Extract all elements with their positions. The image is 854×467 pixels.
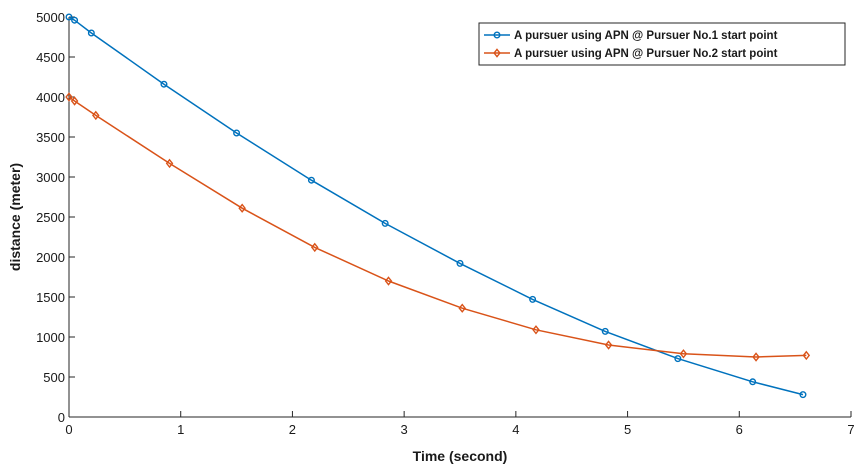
y-tick-label: 4000	[36, 90, 65, 105]
series-1-point	[799, 391, 807, 399]
x-tick-label: 7	[847, 422, 854, 437]
y-tick-label: 1500	[36, 290, 65, 305]
legend: A pursuer using APN @ Pursuer No.1 start…	[478, 22, 846, 66]
y-tick-label: 3000	[36, 170, 65, 185]
series-1-point	[233, 129, 241, 137]
series-1-point	[749, 378, 757, 386]
series-2-line	[68, 96, 807, 358]
series-2-point	[604, 340, 613, 350]
y-axis-title: distance (meter)	[7, 163, 23, 271]
series-1-point	[71, 16, 79, 24]
series-2-point	[165, 158, 174, 169]
series-1-point	[674, 355, 682, 363]
x-tick-label: 2	[289, 422, 296, 437]
series-1	[65, 13, 807, 399]
series-1-point	[87, 29, 95, 37]
y-tick-label: 500	[43, 370, 65, 385]
series-2-point	[65, 92, 73, 102]
legend-box	[478, 22, 846, 66]
series-2-point	[458, 303, 467, 313]
plot-area	[69, 17, 851, 417]
legend-label: A pursuer using APN @ Pursuer No.1 start…	[514, 30, 778, 42]
x-tick-label: 0	[65, 422, 72, 437]
legend-marker	[493, 31, 501, 39]
y-tick-label: 2000	[36, 250, 65, 265]
plot-background	[69, 17, 851, 417]
series-1-point	[601, 327, 609, 335]
series-2	[65, 92, 811, 362]
series-2-point	[532, 325, 540, 335]
series-1-point	[65, 13, 73, 21]
y-tick-label: 3500	[36, 130, 65, 145]
y-tick-label: 4500	[36, 50, 65, 65]
series-2-point	[802, 350, 811, 361]
x-tick-label: 5	[624, 422, 631, 437]
x-tick-label: 4	[512, 422, 519, 437]
series-group	[65, 13, 811, 399]
series-1-line	[68, 16, 804, 396]
series-1-point	[307, 176, 315, 184]
x-tick-label: 3	[401, 422, 408, 437]
x-tick-label: 1	[177, 422, 184, 437]
series-1-point	[160, 80, 168, 88]
axes: 0 1 2 3 4 5 6 7 0 500 1000 1500 2000 2500 3000 3500 4000…	[36, 10, 854, 437]
legend-marker	[493, 48, 501, 58]
x-axis-title: Time (second)	[413, 448, 508, 464]
y-tick-label: 1000	[36, 330, 65, 345]
series-1-point	[456, 259, 464, 267]
y-tick-label: 2500	[36, 210, 65, 225]
legend-entry-2: A pursuer using APN @ Pursuer No.2 start…	[484, 48, 778, 60]
x-tick-label: 6	[736, 422, 743, 437]
legend-label: A pursuer using APN @ Pursuer No.2 start…	[514, 48, 778, 60]
series-1-point	[381, 219, 389, 227]
series-2-point	[310, 242, 319, 253]
y-tick-label: 0	[58, 410, 65, 425]
series-2-point	[92, 110, 100, 121]
series-1-point	[529, 295, 537, 303]
series-2-point	[70, 96, 79, 106]
series-2-point	[384, 276, 393, 286]
series-2-point	[679, 349, 688, 359]
y-tick-label: 5000	[36, 10, 65, 25]
legend-entry-1: A pursuer using APN @ Pursuer No.1 start…	[484, 30, 778, 42]
series-2-point	[238, 203, 246, 213]
series-2-point	[752, 352, 760, 362]
